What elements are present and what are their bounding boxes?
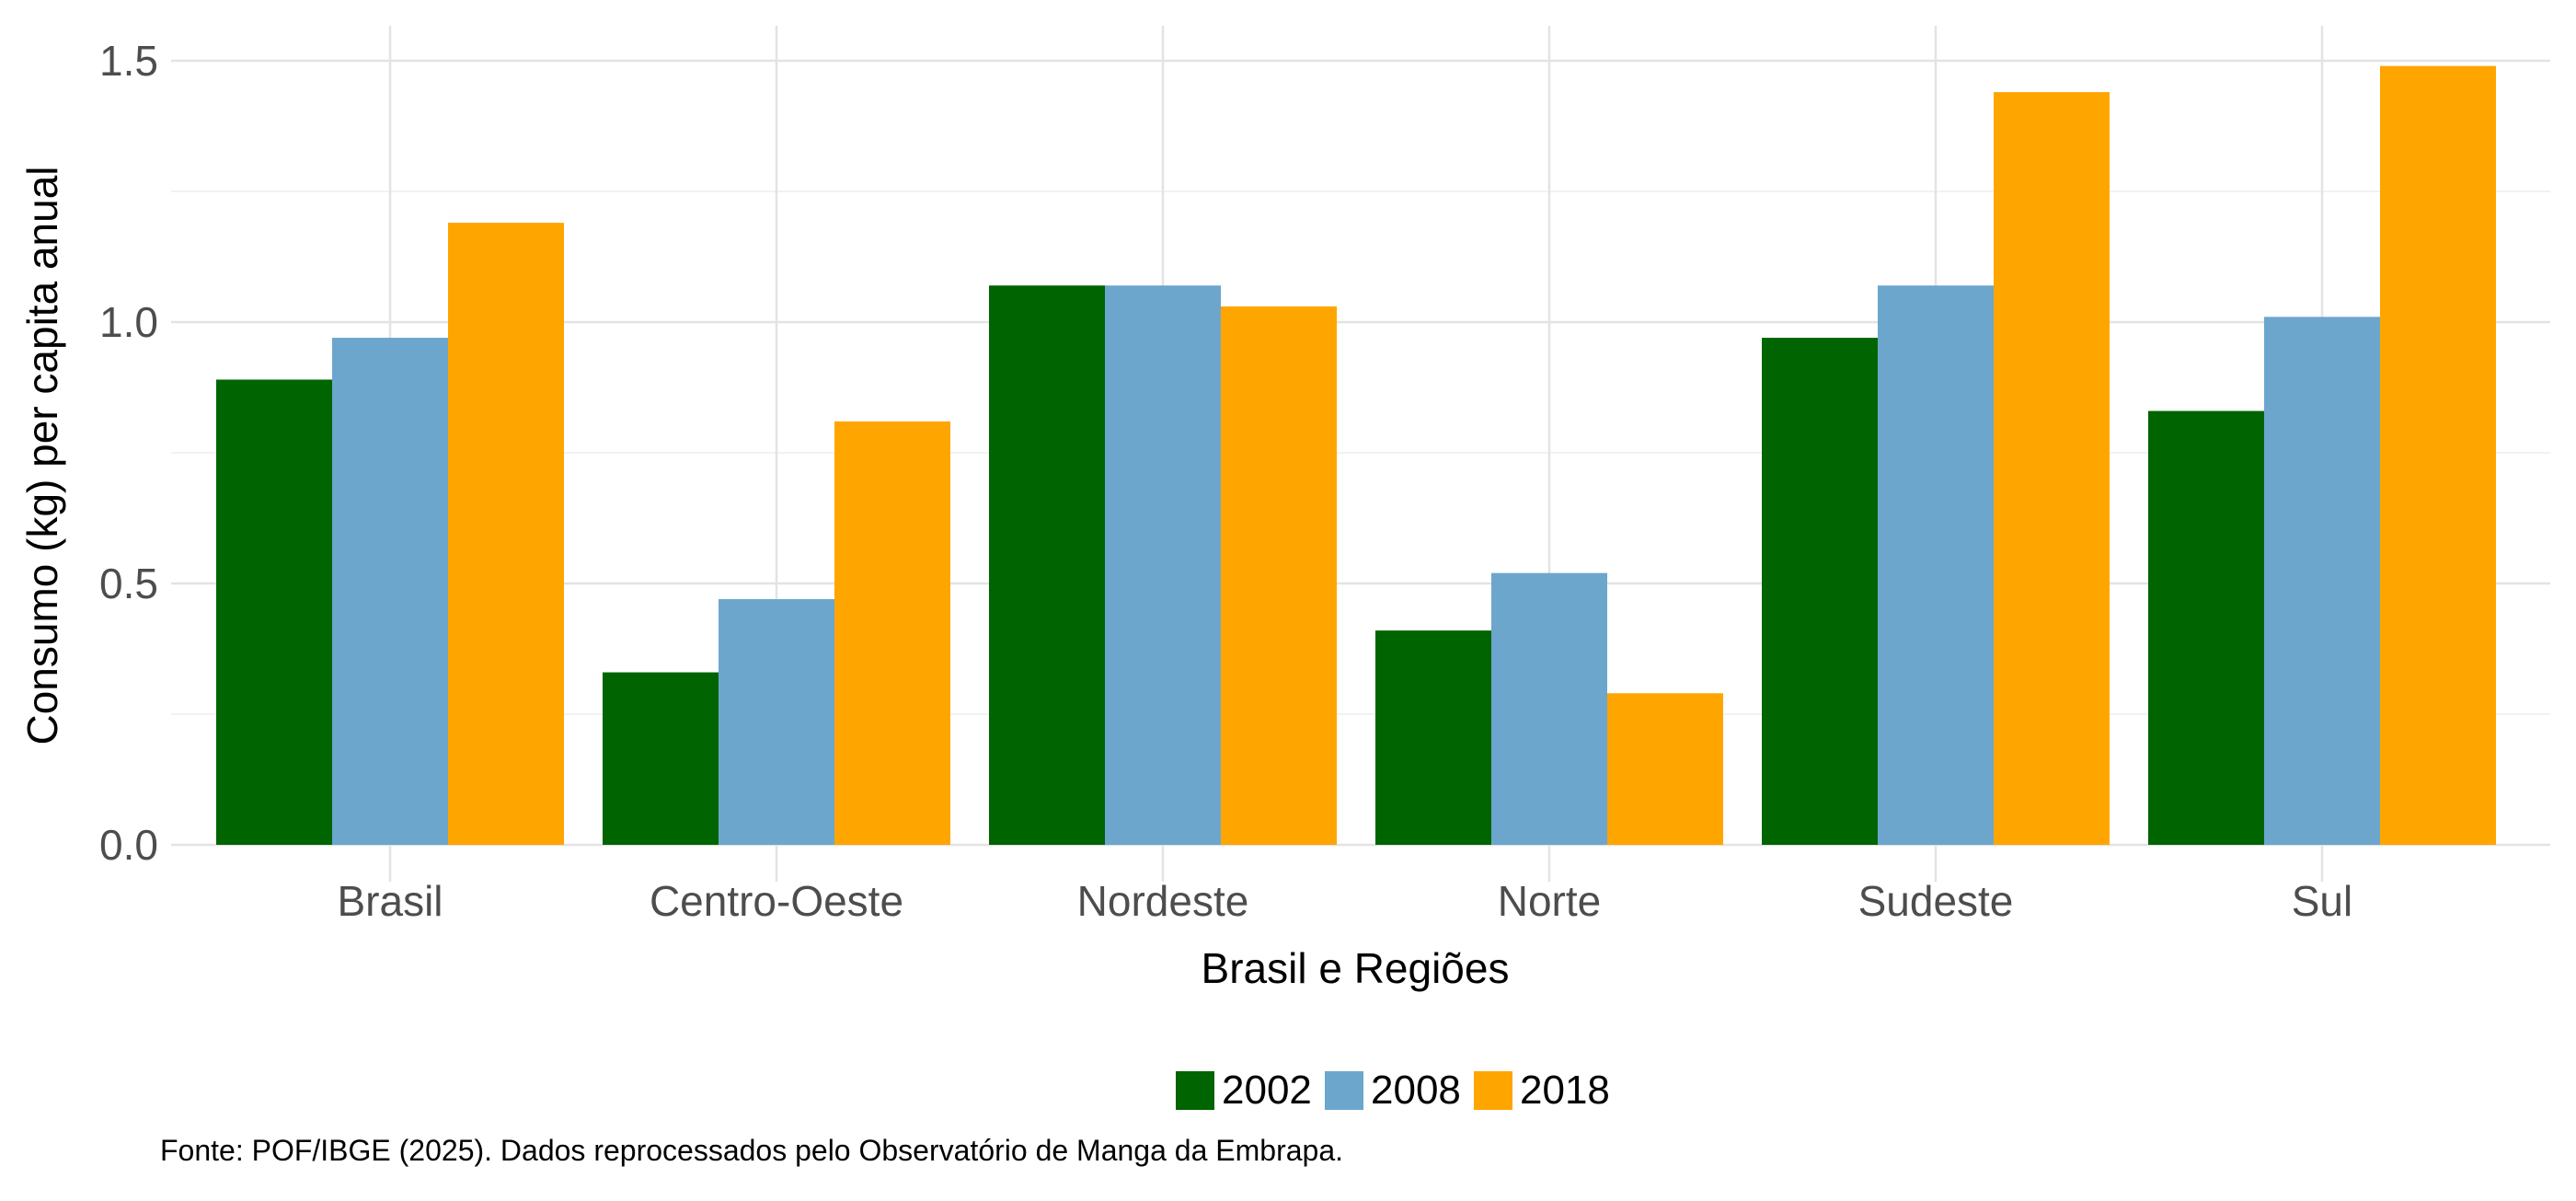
bar-2002-nordeste (989, 285, 1105, 845)
source-caption: Fonte: POF/IBGE (2025). Dados reprocessa… (160, 1134, 1343, 1167)
bar-2008-sudeste (1878, 285, 1994, 845)
bar-2008-brasil (332, 338, 448, 845)
x-tick-label: Sudeste (1858, 877, 2014, 925)
bar-2008-centro-oeste (719, 599, 834, 845)
y-tick-label: 1.5 (99, 37, 158, 85)
y-axis-title: Consumo (kg) per capita anual (18, 167, 66, 745)
bar-2002-norte (1375, 630, 1491, 845)
y-tick-labels: 0.0 0.5 1.0 1.5 (99, 37, 158, 869)
bar-2018-norte (1607, 693, 1723, 845)
bar-2018-sul (2380, 65, 2496, 846)
bar-2018-brasil (448, 223, 564, 845)
legend: 2002 2008 2018 (1176, 1068, 1610, 1113)
legend-key-2018 (1474, 1071, 1512, 1110)
x-tick-label: Nordeste (1077, 877, 1249, 925)
x-tick-labels: Brasil Centro-Oeste Nordeste Norte Sudeste Su… (337, 877, 2352, 925)
bar-2018-centro-oeste (834, 421, 950, 845)
legend-label-2002: 2002 (1222, 1068, 1312, 1113)
bar-2002-sul (2148, 410, 2264, 845)
x-axis-title: Brasil e Regiões (1202, 944, 1510, 992)
bar-2018-sudeste (1994, 92, 2110, 845)
bar-2018-nordeste (1221, 306, 1337, 846)
y-tick-label: 0.5 (99, 560, 158, 607)
y-tick-label: 0.0 (99, 821, 158, 869)
bars-layer (216, 65, 2496, 846)
bar-2008-nordeste (1105, 285, 1221, 845)
bar-2002-centro-oeste (603, 672, 719, 845)
legend-label-2018: 2018 (1520, 1068, 1610, 1113)
legend-label-2008: 2008 (1371, 1068, 1461, 1113)
y-tick-label: 1.0 (99, 298, 158, 346)
legend-key-2002 (1176, 1071, 1214, 1110)
bar-2008-norte (1491, 572, 1607, 845)
x-tick-label: Centro-Oeste (650, 877, 903, 925)
bar-2002-sudeste (1762, 338, 1878, 845)
x-tick-label: Brasil (337, 877, 443, 925)
x-tick-label: Norte (1498, 877, 1601, 925)
bar-2002-brasil (216, 379, 332, 845)
bar-2008-sul (2264, 317, 2380, 845)
legend-key-2008 (1325, 1071, 1363, 1110)
x-tick-label: Sul (2292, 877, 2352, 925)
